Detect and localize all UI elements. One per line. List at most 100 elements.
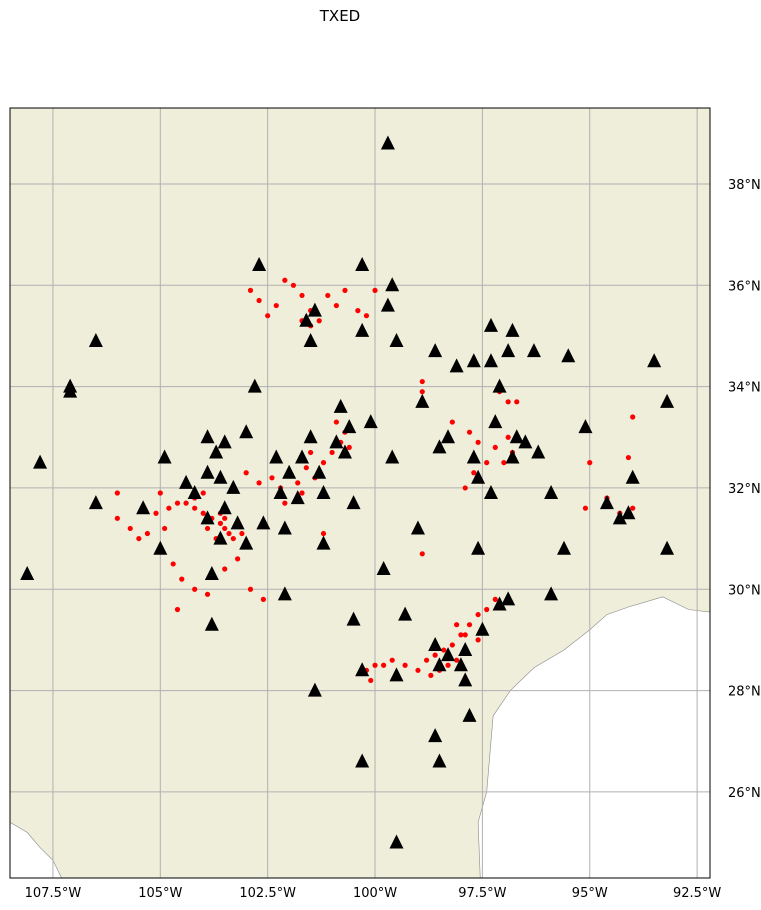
event-dot [484, 606, 490, 613]
event-dot [204, 591, 211, 597]
station-triangle [544, 586, 559, 601]
station-triangle [346, 495, 361, 510]
event-dot [454, 622, 460, 628]
event-dot [230, 535, 236, 542]
station-triangle [492, 378, 507, 393]
station-triangle [380, 135, 395, 150]
latitude-label: 30°N [728, 583, 761, 598]
longitude-label: 100°W [353, 886, 397, 901]
station-triangle [578, 419, 593, 434]
event-dot [462, 485, 468, 491]
event-dot [290, 282, 297, 288]
station-triangle [518, 434, 533, 449]
water-layer [10, 596, 710, 878]
station-triangle [200, 510, 215, 525]
station-triangle [200, 464, 215, 479]
event-dot [235, 556, 241, 562]
event-dot [505, 434, 511, 440]
station-triangle [247, 378, 262, 393]
station-triangle [355, 322, 370, 337]
latitude-label: 32°N [728, 482, 761, 497]
event-dot [282, 277, 288, 283]
latitude-label: 28°N [728, 685, 761, 700]
longitude-label: 107.5°W [25, 886, 82, 901]
station-triangle [458, 672, 473, 687]
event-dot [423, 657, 430, 663]
event-dot [484, 460, 490, 466]
station-triangle [462, 707, 477, 722]
station-triangle [329, 434, 344, 449]
station-triangle [505, 322, 520, 337]
event-dot [372, 287, 378, 293]
event-dot [441, 647, 447, 653]
station-triangle [415, 393, 430, 408]
station-triangle [295, 449, 310, 464]
station-triangle [531, 444, 546, 459]
event-dot [625, 454, 632, 461]
event-dot [316, 318, 322, 324]
station-triangle [303, 333, 318, 348]
event-dot [587, 460, 593, 466]
event-dot [303, 465, 309, 471]
event-dot [265, 313, 271, 319]
station-triangle [187, 485, 202, 499]
station-triangle [307, 302, 322, 317]
station-triangle [660, 540, 675, 555]
event-dot [239, 530, 245, 537]
event-dot [505, 399, 511, 405]
event-dot [200, 490, 206, 496]
station-triangle [355, 753, 370, 768]
event-dot [630, 414, 636, 420]
event-dot [419, 378, 425, 385]
station-triangle [303, 429, 318, 444]
station-triangle [290, 490, 305, 505]
event-dot [192, 586, 198, 592]
station-triangle [647, 353, 662, 368]
event-dot [226, 530, 232, 537]
event-dot [466, 429, 473, 435]
longitude-label: 102.5°W [239, 886, 296, 901]
station-triangle [501, 343, 516, 358]
event-dot [179, 576, 185, 582]
event-dot [247, 287, 254, 293]
event-dot [325, 292, 331, 299]
event-dot [432, 652, 438, 658]
station-triangle [385, 277, 400, 292]
station-triangle [488, 414, 503, 429]
event-dot [153, 510, 159, 516]
station-triangle [432, 439, 447, 454]
station-triangle [483, 353, 498, 368]
longitude-label: 92.5°W [673, 886, 721, 901]
event-dot [299, 292, 305, 299]
event-dot [299, 490, 305, 496]
station-triangle [389, 667, 404, 682]
event-dot [449, 419, 455, 425]
station-triangle [217, 500, 232, 515]
station-triangle [466, 449, 481, 464]
station-triangle [239, 535, 254, 550]
station-triangle [200, 429, 215, 444]
station-triangle [204, 616, 219, 631]
latitude-label: 34°N [728, 381, 761, 396]
event-dot [320, 460, 327, 466]
event-dot [471, 470, 477, 476]
station-triangle [63, 383, 78, 398]
station-triangle [88, 495, 103, 510]
station-triangle [333, 398, 348, 413]
station-triangle [432, 753, 447, 768]
event-dot [170, 561, 176, 567]
station-triangle [453, 657, 468, 672]
event-dot [114, 515, 120, 521]
longitude-label: 105°W [138, 886, 182, 901]
station-triangle [273, 485, 288, 499]
event-dot [462, 632, 468, 638]
station-triangle [544, 485, 559, 499]
station-layer [20, 135, 675, 849]
station-triangle [625, 469, 640, 484]
event-dot [162, 525, 168, 532]
station-triangle [471, 540, 486, 555]
station-triangle [179, 474, 194, 489]
event-dot [381, 662, 387, 668]
event-dot [419, 551, 425, 557]
event-dot [256, 297, 262, 304]
